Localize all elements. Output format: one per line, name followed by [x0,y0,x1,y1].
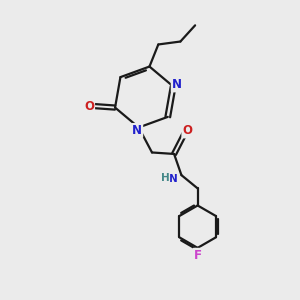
Text: N: N [169,174,178,184]
Text: N: N [172,79,182,92]
Text: H: H [161,172,170,182]
Text: O: O [84,100,94,112]
Text: N: N [132,124,142,137]
Text: F: F [194,249,202,262]
Text: O: O [182,124,192,137]
